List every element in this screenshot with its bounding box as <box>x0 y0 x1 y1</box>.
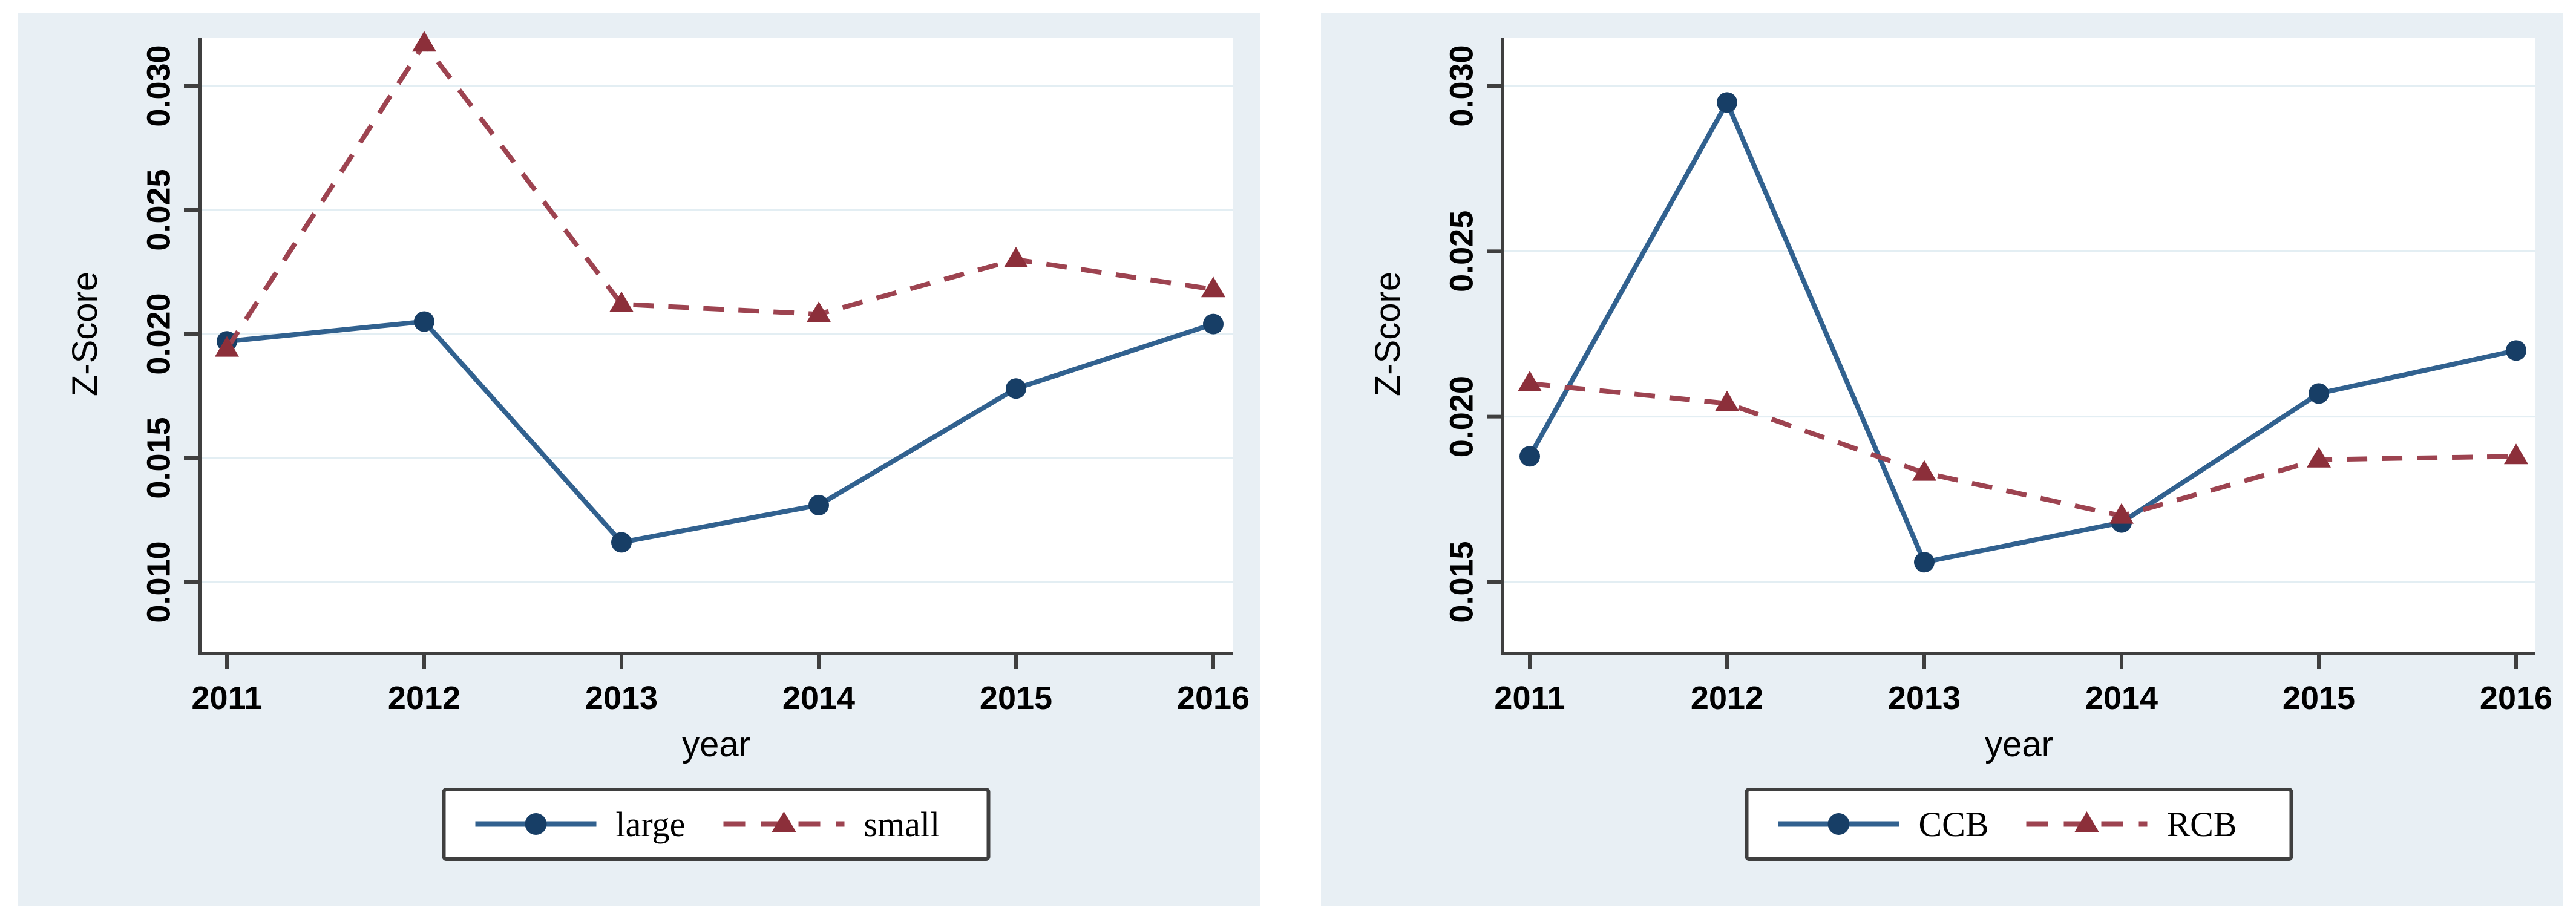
series-marker-small <box>1201 276 1225 298</box>
plot-area <box>200 38 1233 653</box>
y-tick-label: 0.020 <box>140 293 177 374</box>
left-chart: 0.010 0.015 0.020 0.025 0.030 2011 2012 2013 201… <box>65 31 1250 861</box>
y-tick-label: 0.015 <box>1443 541 1480 623</box>
y-tick-label: 0.030 <box>1443 45 1480 126</box>
series-marker-CCB <box>1519 446 1540 467</box>
x-tick-label: 2016 <box>1177 680 1250 716</box>
series-marker-large <box>611 532 632 553</box>
x-tick-label: 2015 <box>980 680 1052 716</box>
series-marker-CCB <box>2506 340 2526 361</box>
right-chart-panel: 0.015 0.020 0.025 0.030 2011 2012 2013 2014 2015… <box>1321 13 2563 906</box>
series-marker-RCB <box>2307 446 2331 468</box>
series-marker-large <box>808 494 829 515</box>
legend-sample-marker-RCB <box>2074 811 2099 832</box>
right-chart: 0.015 0.020 0.025 0.030 2011 2012 2013 2014 2015… <box>1368 38 2552 861</box>
x-tick-label: 2014 <box>782 680 855 716</box>
x-tick-label: 2015 <box>2283 680 2355 716</box>
left-chart-panel: 0.010 0.015 0.020 0.025 0.030 2011 2012 2013 201… <box>18 13 1260 906</box>
x-tick-label: 2012 <box>388 680 460 716</box>
plot-area <box>1503 38 2535 653</box>
series-marker-CCB <box>1914 552 1935 573</box>
legend-label-RCB: RCB <box>2167 805 2237 844</box>
axes <box>198 38 1233 655</box>
legend-label-small: small <box>864 805 940 844</box>
series-marker-CCB <box>2309 383 2329 404</box>
y-tick-label: 0.025 <box>140 169 177 250</box>
x-tick-label: 2016 <box>2480 680 2552 716</box>
series-line-CCB <box>1527 97 2517 565</box>
series-marker-large <box>1006 378 1026 399</box>
series-marker-small <box>215 336 239 357</box>
series-marker-large <box>1203 313 1224 335</box>
legend-sample-marker-CCB <box>1827 813 1850 835</box>
axes <box>1501 38 2535 655</box>
y-tick-label: 0.030 <box>140 45 177 126</box>
x-tick-label: 2014 <box>2085 680 2158 716</box>
y-tick-label: 0.010 <box>140 541 177 623</box>
legend-sample-marker-small <box>772 811 796 832</box>
series-marker-RCB <box>1518 371 1542 391</box>
series-line-small <box>224 39 1214 350</box>
x-tick-label: 2013 <box>1888 680 1961 716</box>
legend-box <box>1745 788 2293 861</box>
y-tick-label: 0.015 <box>140 417 177 499</box>
series-marker-small <box>807 301 831 322</box>
x-tick-label: 2013 <box>585 680 658 716</box>
legend-sample-marker-large <box>525 813 547 835</box>
y-tick-label: 0.025 <box>1443 211 1480 292</box>
series-marker-small <box>412 31 436 52</box>
series-marker-RCB <box>2109 503 2134 524</box>
x-tick-label: 2012 <box>1691 680 1763 716</box>
series-line-RCB <box>1529 381 2517 518</box>
y-tick-label: 0.020 <box>1443 376 1480 457</box>
series-marker-small <box>609 291 634 312</box>
series-marker-RCB <box>2504 443 2528 465</box>
series-marker-RCB <box>1912 460 1936 481</box>
legend-label-CCB: CCB <box>1919 805 1989 844</box>
y-axis-title: Z-Score <box>65 272 105 396</box>
x-tick-label: 2011 <box>1494 680 1565 716</box>
x-tick-label: 2011 <box>191 680 262 716</box>
series-marker-RCB <box>1715 390 1739 411</box>
y-axis-title: Z-Score <box>1368 272 1408 396</box>
legend-label-large: large <box>616 805 686 844</box>
series-marker-large <box>414 311 434 332</box>
series-line-large <box>226 319 1214 545</box>
series-marker-CCB <box>1717 92 1737 113</box>
x-axis-title: year <box>1985 725 2053 764</box>
x-axis-title: year <box>682 725 750 764</box>
legend-box <box>442 788 991 861</box>
series-marker-small <box>1004 247 1028 267</box>
